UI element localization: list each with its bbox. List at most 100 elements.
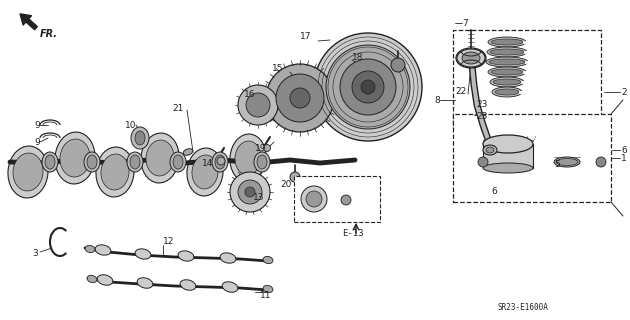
Ellipse shape: [8, 146, 48, 198]
Ellipse shape: [215, 155, 225, 169]
Text: 9: 9: [34, 138, 40, 147]
Text: 5: 5: [554, 159, 559, 169]
Ellipse shape: [220, 253, 236, 263]
Ellipse shape: [457, 49, 485, 67]
Ellipse shape: [263, 285, 273, 292]
Text: 8: 8: [434, 95, 440, 105]
Text: 9: 9: [34, 121, 40, 130]
Text: SR23-E1600A: SR23-E1600A: [498, 303, 549, 312]
Circle shape: [391, 58, 405, 72]
Text: 17: 17: [300, 31, 311, 41]
Text: 20: 20: [280, 180, 292, 188]
Ellipse shape: [96, 147, 134, 197]
Ellipse shape: [491, 69, 523, 75]
Text: 14: 14: [202, 158, 213, 167]
Circle shape: [352, 71, 384, 103]
FancyBboxPatch shape: [483, 144, 533, 168]
FancyBboxPatch shape: [453, 114, 611, 202]
Text: 3: 3: [32, 250, 38, 259]
Ellipse shape: [135, 131, 145, 145]
Circle shape: [341, 195, 351, 205]
Ellipse shape: [192, 155, 218, 189]
Text: E-13: E-13: [342, 229, 364, 238]
Ellipse shape: [173, 155, 183, 169]
Ellipse shape: [178, 251, 194, 261]
Ellipse shape: [230, 134, 266, 182]
Text: 21: 21: [173, 103, 184, 113]
Ellipse shape: [483, 135, 533, 153]
FancyBboxPatch shape: [453, 30, 601, 128]
Circle shape: [290, 172, 300, 182]
Ellipse shape: [486, 147, 494, 153]
Circle shape: [361, 80, 375, 94]
Ellipse shape: [483, 145, 497, 155]
Ellipse shape: [130, 155, 140, 169]
Circle shape: [306, 191, 322, 207]
Ellipse shape: [490, 49, 524, 55]
Ellipse shape: [254, 152, 270, 172]
Ellipse shape: [131, 127, 149, 149]
Ellipse shape: [146, 140, 174, 176]
Text: 2: 2: [621, 87, 627, 97]
Ellipse shape: [135, 249, 151, 259]
Circle shape: [238, 85, 278, 125]
Text: 16: 16: [244, 90, 255, 99]
Ellipse shape: [488, 37, 526, 47]
Circle shape: [314, 33, 422, 141]
Circle shape: [596, 157, 606, 167]
Circle shape: [340, 59, 396, 115]
Text: 18: 18: [352, 52, 364, 61]
FancyArrowPatch shape: [20, 14, 37, 30]
Text: 1: 1: [621, 154, 627, 163]
Ellipse shape: [85, 245, 95, 252]
Text: 22: 22: [455, 86, 467, 95]
Text: FR.: FR.: [40, 29, 58, 39]
Ellipse shape: [84, 152, 100, 172]
Ellipse shape: [137, 278, 153, 288]
Text: 10: 10: [125, 121, 136, 130]
Ellipse shape: [95, 245, 111, 255]
Ellipse shape: [491, 39, 523, 45]
Ellipse shape: [263, 256, 273, 264]
Circle shape: [263, 145, 270, 151]
Text: 6: 6: [621, 146, 627, 155]
Circle shape: [217, 157, 225, 165]
Ellipse shape: [257, 155, 267, 169]
Text: 12: 12: [163, 237, 175, 246]
Ellipse shape: [101, 154, 129, 190]
Ellipse shape: [127, 152, 143, 172]
Ellipse shape: [488, 67, 526, 77]
Circle shape: [276, 74, 324, 122]
Text: 11: 11: [260, 292, 272, 300]
Ellipse shape: [490, 77, 524, 87]
Ellipse shape: [45, 155, 55, 169]
Ellipse shape: [222, 282, 238, 292]
Ellipse shape: [13, 153, 43, 191]
Text: 15: 15: [272, 63, 283, 73]
Circle shape: [245, 187, 255, 197]
Circle shape: [230, 172, 270, 212]
Text: 23: 23: [476, 100, 488, 108]
Circle shape: [301, 186, 327, 212]
Ellipse shape: [235, 141, 261, 175]
Ellipse shape: [554, 157, 580, 167]
Circle shape: [238, 180, 262, 204]
Circle shape: [290, 88, 310, 108]
Ellipse shape: [141, 133, 179, 183]
Text: 6: 6: [491, 188, 496, 196]
Ellipse shape: [170, 152, 186, 172]
Ellipse shape: [556, 158, 578, 165]
Ellipse shape: [187, 148, 223, 196]
Text: 23: 23: [476, 111, 488, 121]
Ellipse shape: [492, 87, 522, 97]
Circle shape: [478, 157, 488, 167]
Circle shape: [326, 45, 410, 129]
Ellipse shape: [493, 79, 521, 85]
Ellipse shape: [180, 280, 196, 290]
Text: 7: 7: [462, 19, 467, 28]
Circle shape: [246, 93, 270, 117]
Circle shape: [266, 64, 334, 132]
Ellipse shape: [487, 47, 527, 57]
Ellipse shape: [97, 275, 113, 285]
Ellipse shape: [55, 132, 95, 184]
